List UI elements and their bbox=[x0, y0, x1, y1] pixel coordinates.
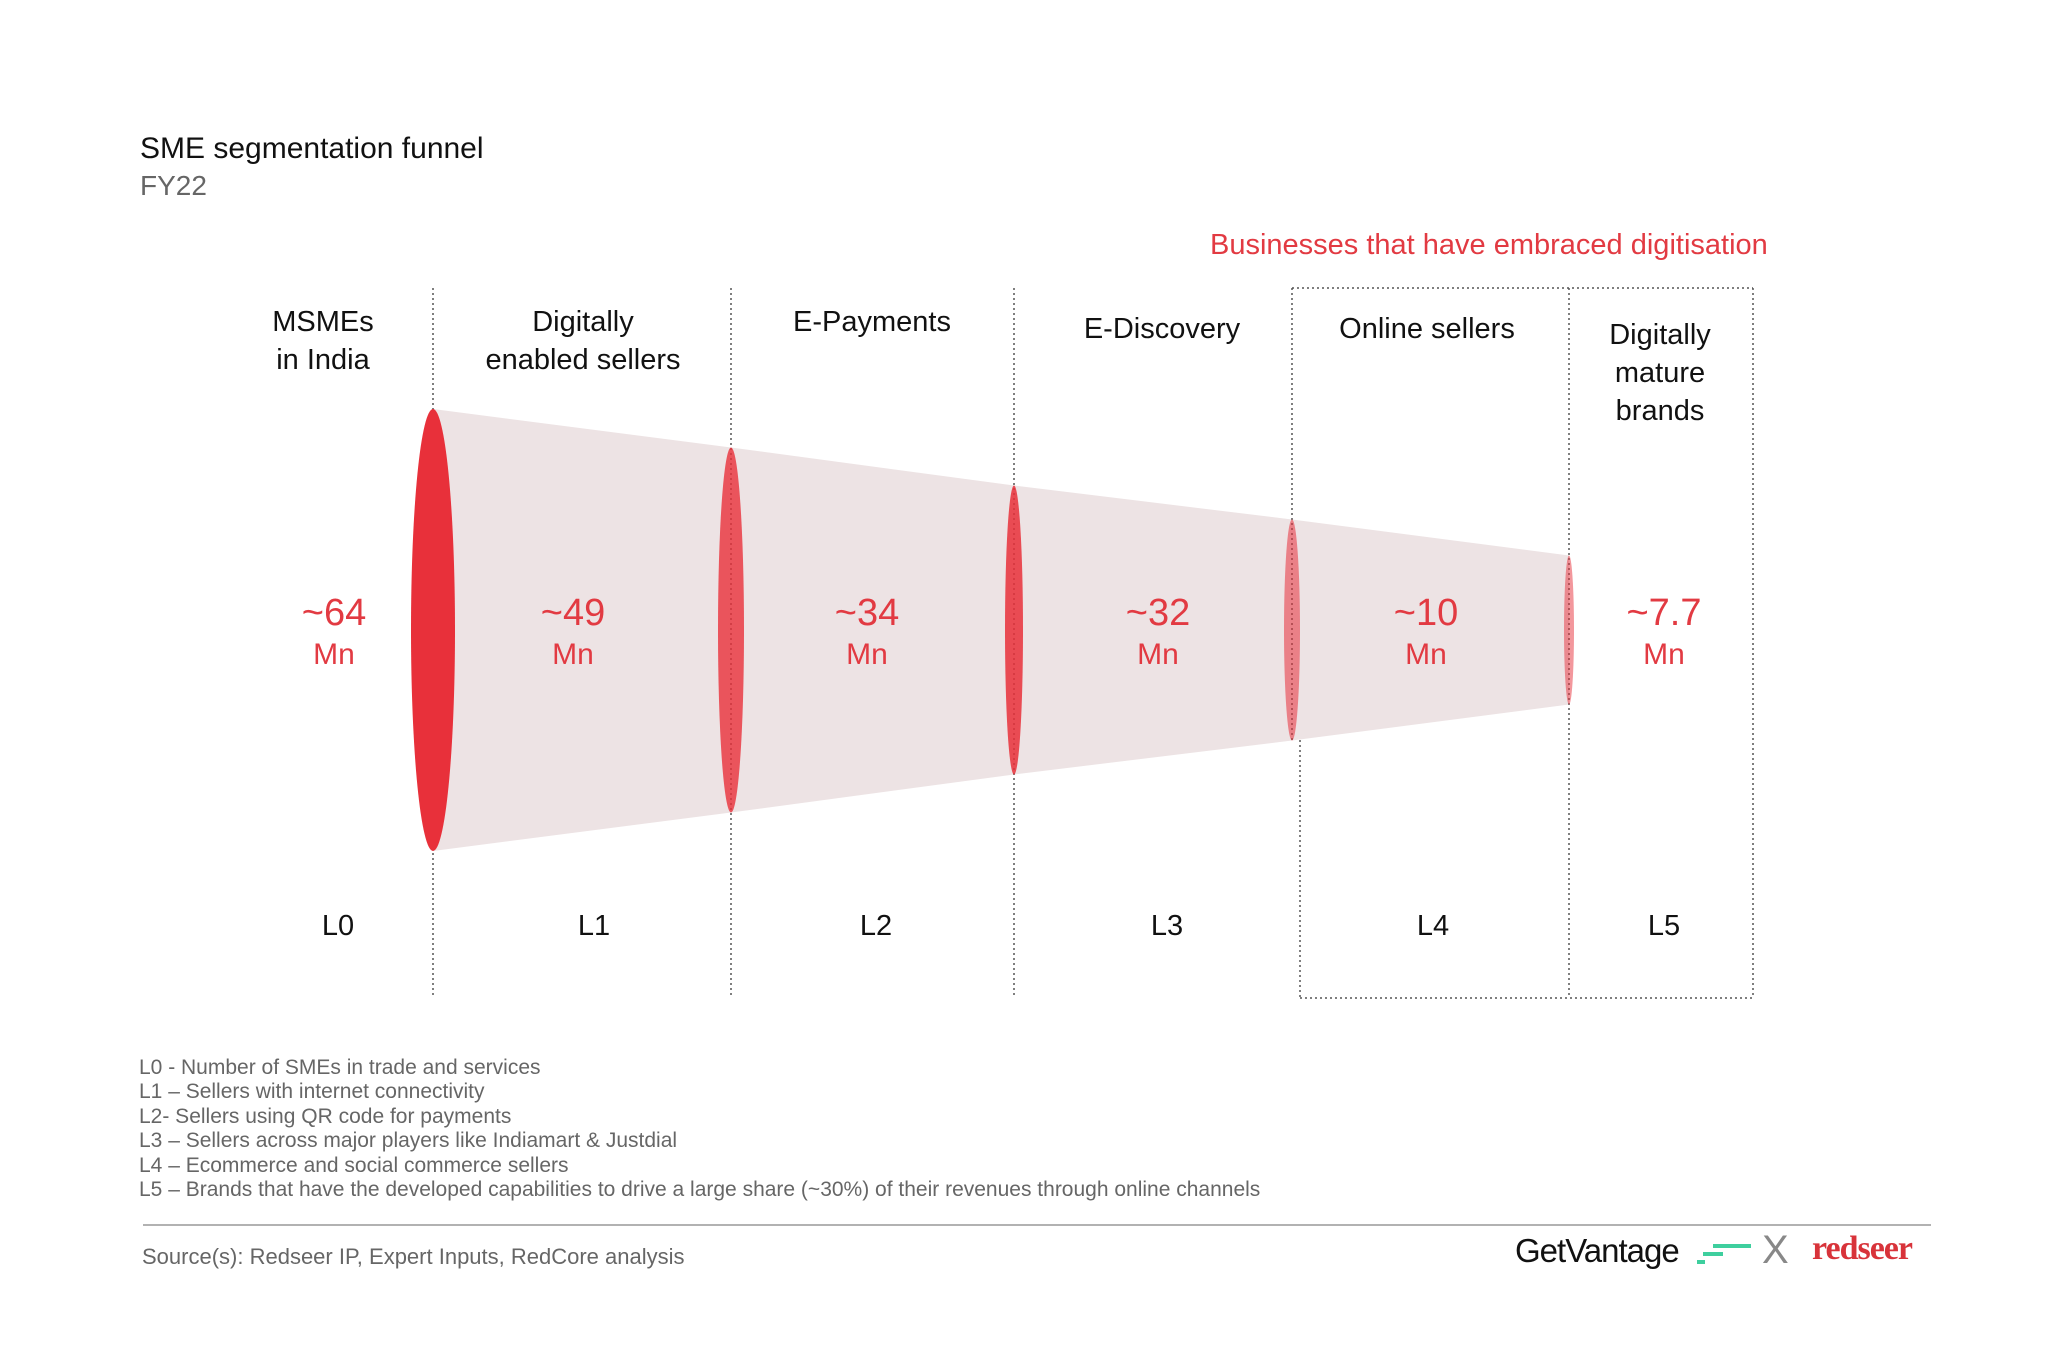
getvantage-logo: GetVantage bbox=[1515, 1232, 1680, 1269]
level-label-l2: L2 bbox=[859, 910, 893, 942]
note-l3: L3 – Sellers across major players like I… bbox=[139, 1129, 678, 1153]
value-unit: Mn bbox=[552, 638, 594, 671]
value-unit: Mn bbox=[313, 638, 355, 671]
getvantage-dash-icon bbox=[1697, 1244, 1751, 1264]
note-l4: L4 – Ecommerce and social commerce selle… bbox=[139, 1153, 569, 1177]
stage-value-l0: ~64 Mn bbox=[302, 592, 366, 676]
level-label-l0: L0 bbox=[321, 910, 355, 942]
level-label-l5: L5 bbox=[1647, 910, 1681, 942]
redseer-logo: redseer bbox=[1812, 1230, 1913, 1267]
stage-label-l3: E-Discovery bbox=[1083, 313, 1241, 345]
level-label-l3: L3 bbox=[1150, 910, 1184, 942]
chart-title: SME segmentation funnel bbox=[140, 132, 484, 165]
stage-value-l2: ~34 Mn bbox=[835, 592, 899, 676]
stage-ellipse-l3 bbox=[1284, 519, 1300, 741]
note-l1: L1 – Sellers with internet connectivity bbox=[139, 1080, 485, 1104]
stage-value-l3: ~32 Mn bbox=[1126, 592, 1190, 676]
stage-ellipse-l0 bbox=[411, 409, 455, 851]
logo-separator: X bbox=[1762, 1228, 1789, 1272]
stage-label-l0: MSMEs in India bbox=[272, 306, 374, 376]
value-unit: Mn bbox=[846, 638, 888, 671]
level-label-l4: L4 bbox=[1416, 910, 1450, 942]
stage-label-l2: E-Payments bbox=[793, 306, 951, 338]
funnel-body bbox=[433, 409, 1569, 851]
stage-label-l4: Online sellers bbox=[1339, 313, 1515, 345]
stage-value-l4: ~10 Mn bbox=[1394, 592, 1458, 676]
value-text: ~64 bbox=[301, 592, 367, 634]
note-l5: L5 – Brands that have the developed capa… bbox=[139, 1178, 1261, 1202]
value-unit: Mn bbox=[1137, 638, 1179, 671]
value-text: ~7.7 bbox=[1626, 592, 1702, 634]
value-text: ~10 bbox=[1393, 592, 1459, 634]
value-unit: Mn bbox=[1405, 638, 1447, 671]
stage-label-l5: Digitally mature brands bbox=[1609, 319, 1711, 427]
value-unit: Mn bbox=[1643, 638, 1685, 671]
note-l2: L2- Sellers using QR code for payments bbox=[139, 1104, 512, 1128]
stage-value-l5: ~7.7 Mn bbox=[1626, 592, 1701, 676]
source-text: Source(s): Redseer IP, Expert Inputs, Re… bbox=[142, 1244, 685, 1269]
stage-label-l1: Digitally enabled sellers bbox=[485, 306, 681, 376]
level-label-l1: L1 bbox=[577, 910, 611, 942]
chart-subtitle: FY22 bbox=[140, 170, 207, 201]
note-l0: L0 - Number of SMEs in trade and service… bbox=[139, 1056, 541, 1079]
level-definitions: L0 - Number of SMEs in trade and service… bbox=[139, 1056, 1260, 1202]
value-text: ~34 bbox=[834, 592, 900, 634]
value-text: ~32 bbox=[1125, 592, 1191, 634]
stage-value-l1: ~49 Mn bbox=[541, 592, 605, 676]
stage-ellipse-l1 bbox=[718, 447, 744, 813]
stage-ellipse-l4 bbox=[1564, 555, 1574, 705]
stage-ellipse-l2 bbox=[1005, 485, 1023, 775]
digitisation-annotation: Businesses that have embraced digitisati… bbox=[1210, 229, 1768, 261]
value-text: ~49 bbox=[540, 592, 606, 634]
